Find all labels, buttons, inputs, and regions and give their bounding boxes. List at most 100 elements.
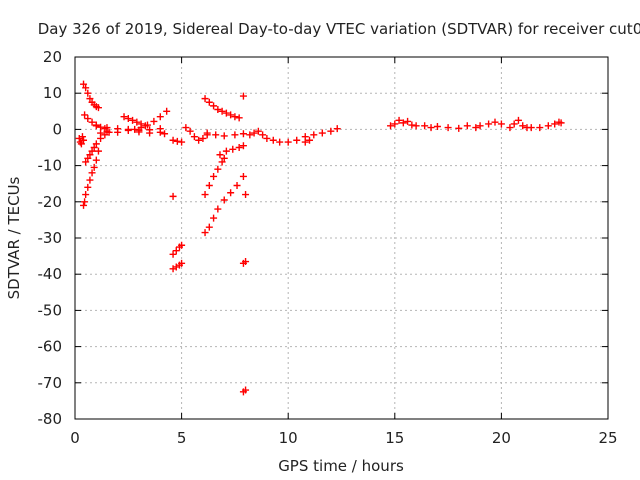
data-point [114,125,122,133]
data-point [214,165,222,173]
data-point [220,132,228,140]
data-point [169,136,177,144]
data-point [318,129,326,137]
data-point [124,115,132,123]
data-point [178,138,186,146]
data-point [214,205,222,213]
data-point [269,136,277,144]
data-point [82,158,90,166]
series-arc-25 [269,136,314,146]
data-point [229,145,237,153]
data-point [137,124,145,132]
data-point [433,123,441,131]
data-point [551,120,559,128]
series-arc-16 [203,129,247,140]
data-point [150,117,158,125]
series-arc-5 [82,128,113,166]
data-point [246,131,254,139]
series-arc-21 [242,191,250,199]
data-point [92,156,100,164]
data-point [210,214,218,222]
series-arc-9 [131,107,171,133]
series-arc-30 [506,116,531,132]
y-tick-label: -20 [38,193,63,211]
data-point [78,133,86,141]
data-point [203,129,211,137]
data-point [227,189,235,197]
data-point [233,182,241,190]
data-point [156,113,164,121]
data-point [92,140,100,148]
grid-lines [75,57,608,419]
data-point [97,129,105,137]
data-point [218,107,226,115]
data-point [92,122,100,130]
data-point [497,120,505,128]
data-point [395,116,403,124]
data-point [86,95,94,103]
data-point [408,121,416,129]
data-point [210,102,218,110]
data-point [455,124,463,132]
data-point [169,250,177,258]
data-point [333,125,341,133]
data-point [82,191,90,199]
data-point [129,116,137,124]
data-point [293,136,301,144]
data-point [239,92,247,100]
x-tick-label: 15 [385,429,404,447]
x-tick-label: 0 [70,429,80,447]
data-point [205,98,213,106]
data-point [491,118,499,126]
data-point [178,259,186,267]
data-point [276,138,284,146]
x-tick-label: 5 [177,429,187,447]
data-point [387,122,395,130]
series-arc-13 [169,259,186,273]
y-tick-label: 10 [43,84,62,102]
series-arc-18 [201,154,228,199]
data-point [81,198,89,206]
data-point [173,137,181,145]
data-point [214,105,222,113]
axis-ticks [74,56,609,420]
series-arc-23 [239,386,250,396]
data-point [263,134,271,142]
data-point [519,122,527,130]
series-arc-4 [80,147,102,209]
data-point [205,223,213,231]
data-point [169,192,177,200]
data-point [222,147,230,155]
data-point [84,115,92,123]
data-point [210,172,218,180]
data-point [557,119,565,127]
data-point [404,117,412,125]
data-point [239,172,247,180]
data-point [259,131,267,139]
y-tick-label: 0 [52,120,62,138]
data-point [514,116,522,124]
y-tick-label: -80 [38,410,63,428]
data-point [201,191,209,199]
data-point [427,124,435,132]
data-point [201,95,209,103]
data-point [156,125,164,133]
data-point [161,130,169,138]
series-arc-24 [246,127,271,142]
y-tick-label: -50 [38,301,63,319]
data-point [222,109,230,117]
data-point [80,80,88,88]
data-point [133,118,141,126]
data-point [77,140,85,148]
data-point [472,124,480,132]
series-arc-22 [239,258,250,267]
data-point [239,130,247,138]
series-arc-28 [421,122,484,132]
series-arc-1 [75,133,88,148]
data-point [220,154,228,162]
data-point [254,127,262,135]
series-arc-29 [485,118,505,128]
data-point [476,122,484,130]
